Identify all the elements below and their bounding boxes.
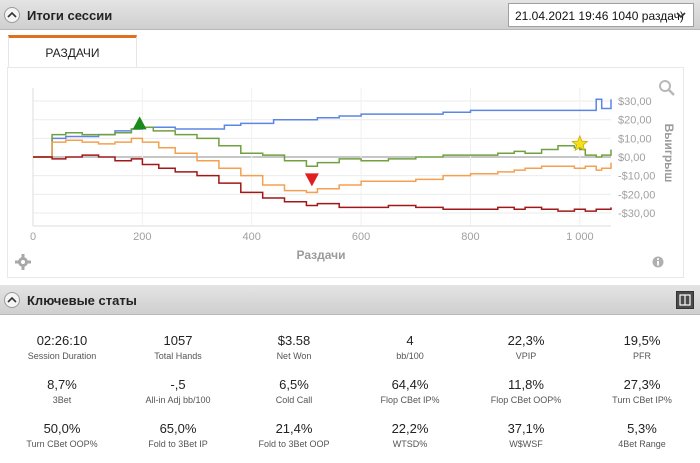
series-line-0 [33,98,612,158]
stat-value: 19,5% [623,333,661,348]
x-tick-label: 200 [133,231,151,243]
x-tick-label: 600 [352,231,370,243]
stat-item: 22,3% VPIP [468,333,584,361]
collapse-stats-button[interactable] [4,292,20,308]
stat-item: 22,2% WTSD% [352,421,468,449]
tab-hands[interactable]: РАЗДАЧИ [8,35,137,67]
session-select-value: 21.04.2021 19:46 1040 раздач) [515,9,684,23]
chevron-up-icon [7,296,17,303]
stat-label: PFR [633,351,651,361]
layout-toggle-icon [679,294,691,306]
y-tick-label: -$30,00 [618,208,655,220]
session-summary-title: Итоги сессии [27,8,113,23]
series-line-3 [33,154,612,212]
layout-toggle-button[interactable] [676,291,694,309]
y-tick-label: -$10,00 [618,171,655,183]
y-tick-label: $20,00 [618,115,652,127]
stat-label: 3Bet [52,395,72,405]
y-tick-label: $30,00 [618,96,652,108]
x-tick-label: 800 [461,231,479,243]
stat-label: W$WSF [509,439,543,449]
stat-label: bb/100 [396,351,424,361]
stat-value: 65,0% [159,421,197,436]
stat-value: -,5 [170,377,186,392]
stat-value: $3.58 [277,333,311,348]
y-axis-label: Выигрыш [662,124,676,183]
stat-item: 02:26:10 Session Duration [4,333,120,361]
key-stats-grid: 02:26:10 Session Duration 1057 Total Hands $… [0,316,700,463]
stat-label: Turn CBet IP% [612,395,672,405]
stat-label: Cold Call [275,395,313,405]
stat-value: 4 [406,333,414,348]
session-summary-header: Итоги сессии 21.04.2021 19:46 1040 разда… [0,0,700,30]
stat-item: 27,3% Turn CBet IP% [584,377,700,405]
stat-value: 8,7% [47,377,77,392]
stat-label: All-in Adj bb/100 [145,395,211,405]
session-select[interactable]: 21.04.2021 19:46 1040 раздач) [508,3,694,27]
max-loss-marker [304,173,319,187]
y-tick-label: $10,00 [618,133,652,145]
gear-icon[interactable] [15,254,31,270]
final-result-star-marker [571,134,589,152]
stat-item: 19,5% PFR [584,333,700,361]
stat-value: 37,1% [507,421,545,436]
stat-item: 6,5% Cold Call [236,377,352,405]
stat-value: 6,5% [279,377,309,392]
stat-item: 1057 Total Hands [120,333,236,361]
stat-value: 02:26:10 [36,333,88,348]
stat-value: 1057 [163,333,193,348]
stat-label: 4Bet Range [618,439,666,449]
winnings-chart: 0 200 400 600 800 1 000 $30,00 $20,00 $10,00 $0,… [7,67,684,278]
x-tick-label: 400 [243,231,261,243]
stat-item: 64,4% Flop CBet IP% [352,377,468,405]
stat-value: 64,4% [391,377,429,392]
winnings-chart-svg: 0 200 400 600 800 1 000 $30,00 $20,00 $10,00 $0,… [15,80,676,270]
stat-item: 5,3% 4Bet Range [584,421,700,449]
stat-value: 22,3% [507,333,545,348]
x-tick-label: 0 [30,231,36,243]
stat-label: Session Duration [27,351,97,361]
key-stats-title: Ключевые статы [27,293,137,308]
chevron-down-icon [676,12,686,19]
stat-item: 65,0% Fold to 3Bet IP [120,421,236,449]
info-icon[interactable] [652,256,664,268]
stat-label: VPIP [515,351,537,361]
stat-value: 21,4% [275,421,313,436]
stat-item: 8,7% 3Bet [4,377,120,405]
stat-label: Flop CBet IP% [380,395,440,405]
stat-label: WTSD% [392,439,428,449]
tab-bar: РАЗДАЧИ [0,31,700,67]
stat-item: 11,8% Flop CBet OOP% [468,377,584,405]
stat-value: 50,0% [43,421,81,436]
stat-item: -,5 All-in Adj bb/100 [120,377,236,405]
x-tick-label: 1 000 [566,231,594,243]
stat-label: Total Hands [154,351,202,361]
stat-item: 21,4% Fold to 3Bet OOP [236,421,352,449]
stat-value: 22,2% [391,421,429,436]
stat-label: Flop CBet OOP% [490,395,562,405]
key-stats-header: Ключевые статы [0,285,700,315]
search-icon[interactable] [659,80,675,96]
stat-label: Fold to 3Bet IP [148,439,208,449]
stat-label: Net Won [276,351,312,361]
stat-value: 11,8% [508,377,544,392]
y-tick-label: -$20,00 [618,189,655,201]
chevron-up-icon [7,11,17,18]
stat-value: 27,3% [623,377,661,392]
x-axis-label: Раздачи [297,248,346,262]
stat-item: 4 bb/100 [352,333,468,361]
stat-label: Fold to 3Bet OOP [258,439,330,449]
series-line-2 [33,137,612,194]
series-line-1 [33,126,612,168]
stat-label: Turn CBet OOP% [26,439,98,449]
y-tick-label: $0,00 [618,152,646,164]
stat-value: 5,3% [627,421,657,436]
collapse-session-button[interactable] [4,7,20,23]
max-win-marker [132,116,147,130]
stat-item: $3.58 Net Won [236,333,352,361]
stat-item: 37,1% W$WSF [468,421,584,449]
stat-item: 50,0% Turn CBet OOP% [4,421,120,449]
